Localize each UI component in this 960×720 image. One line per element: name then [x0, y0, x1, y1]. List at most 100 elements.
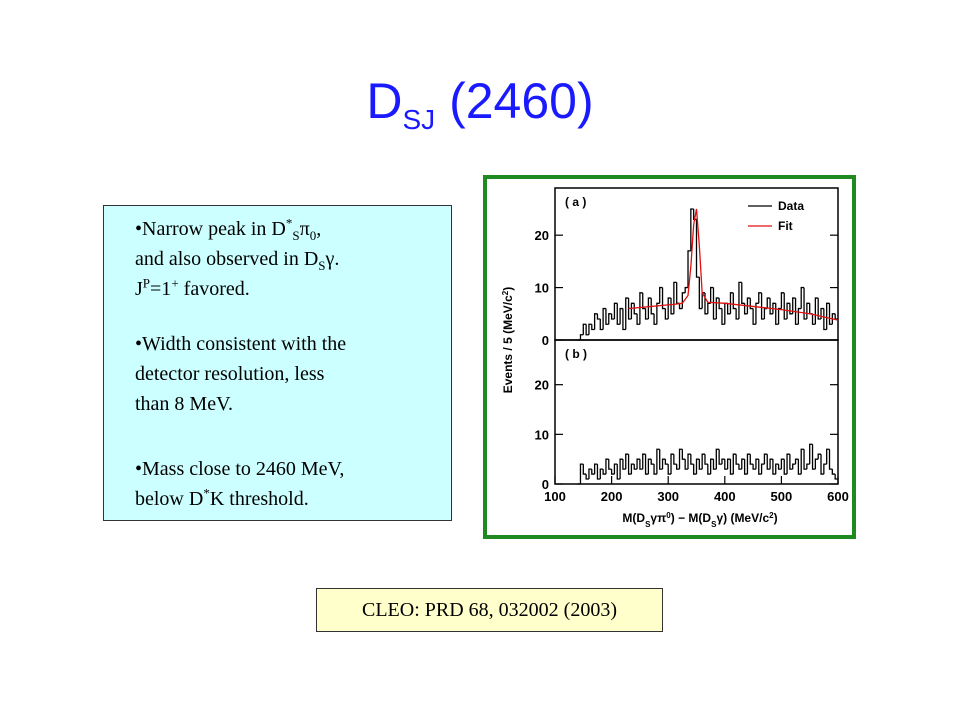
bullet-line: •Mass close to 2460 MeV,	[135, 454, 344, 484]
histogram-bin	[780, 458, 785, 470]
histogram-bin	[613, 302, 618, 320]
histogram-bin	[593, 313, 598, 330]
histogram-bin	[817, 453, 822, 460]
histogram-bin	[599, 319, 604, 331]
histogram-bin	[797, 307, 802, 325]
text-run: π	[299, 218, 310, 240]
histogram-bin	[775, 303, 779, 325]
histogram-bin	[820, 454, 824, 475]
histogram-bin	[698, 277, 703, 310]
histogram-bin	[732, 453, 737, 475]
text-run: J	[135, 278, 143, 300]
histogram-bin	[797, 459, 802, 475]
panel-label: ( b )	[565, 347, 587, 361]
histogram-bin	[681, 449, 686, 460]
histogram-bin	[687, 453, 691, 470]
histogram-bin	[633, 464, 638, 470]
histogram-bin	[613, 463, 618, 475]
histogram-bin	[718, 449, 722, 465]
histogram-bin	[659, 449, 663, 470]
x-tick-label: 100	[544, 489, 566, 504]
text-run: γ.	[325, 248, 340, 270]
histogram-bin	[794, 298, 799, 325]
histogram-bin	[789, 303, 793, 315]
histogram-bin	[721, 458, 725, 465]
histogram-bin	[591, 469, 595, 475]
histogram-bin	[729, 292, 734, 314]
histogram-bin	[834, 474, 838, 480]
histogram-bin	[608, 313, 612, 325]
histogram-bin	[752, 308, 756, 325]
text-run: P	[142, 275, 151, 291]
text-run: )	[774, 511, 778, 525]
histogram-bin	[625, 297, 629, 330]
histogram-bin	[823, 463, 827, 475]
histogram-bin	[715, 448, 720, 470]
histogram-bin	[630, 463, 635, 475]
histogram-bin	[644, 454, 649, 475]
panel-label: ( a )	[565, 195, 586, 209]
x-tick-label: 200	[601, 489, 623, 504]
histogram-bin	[704, 292, 708, 315]
histogram-bin	[814, 458, 819, 470]
histogram-bin	[712, 287, 717, 320]
bullet-line: •Width consistent with the	[135, 329, 346, 359]
x-axis-label: M(DSγπ0) − M(DSγ) (MeV/c2)	[622, 511, 777, 529]
histogram-bin	[653, 464, 657, 475]
histogram-bin	[823, 308, 827, 331]
x-tick-label: 600	[827, 489, 849, 504]
histogram-bin	[642, 453, 646, 470]
text-run: 0	[309, 228, 317, 243]
y-tick-label: 20	[535, 228, 549, 243]
histogram-bin	[684, 459, 689, 470]
histogram-bin	[746, 297, 751, 314]
histogram-bin	[698, 459, 703, 470]
text-run: γ) (MeV/c	[716, 511, 769, 525]
histogram-bin	[619, 307, 623, 325]
histogram-bin	[633, 303, 638, 315]
histogram-bin	[783, 459, 788, 475]
histogram-bin	[588, 468, 592, 480]
histogram-bin	[593, 463, 598, 475]
histogram-bin	[650, 298, 655, 315]
histogram-bin	[644, 308, 649, 320]
histogram-bin	[741, 458, 745, 470]
histogram-bin	[777, 307, 782, 325]
histogram-bin	[743, 459, 748, 475]
histogram-bin	[769, 458, 773, 470]
text-run: +	[171, 275, 179, 291]
histogram-bin	[707, 464, 711, 475]
histogram-bin	[792, 463, 796, 470]
histogram-bin	[783, 292, 788, 320]
plot-frame: 0 10 20( a ) Data Fit Events / 5 (MeV/c2) 0 10 2…	[483, 175, 856, 539]
histogram-bin	[627, 298, 632, 320]
text-run: D	[366, 73, 403, 129]
histogram-bin	[758, 459, 762, 475]
text-run: S	[711, 520, 717, 529]
histogram-bin	[667, 297, 672, 320]
panel-frame	[554, 339, 839, 485]
histogram-bin	[743, 303, 748, 315]
histogram-bin	[811, 444, 816, 470]
histogram-bin	[622, 459, 626, 470]
histogram-bin	[729, 459, 734, 475]
histogram-bin	[608, 459, 612, 470]
y-tick-label: 20	[535, 378, 549, 393]
text-run: •Mass close to 2460 MeV,	[135, 458, 345, 480]
histogram-bin	[738, 464, 742, 470]
text-run: detector resolution, less	[135, 363, 325, 385]
histogram-bin	[653, 313, 657, 325]
text-run: )	[501, 287, 515, 291]
histogram-bin	[678, 448, 683, 470]
histogram-bin	[707, 302, 711, 314]
histogram-bin	[732, 292, 737, 310]
histogram-bin	[766, 297, 771, 309]
histogram-bin	[619, 458, 623, 480]
histogram-bin	[789, 454, 793, 470]
bullet-line: •Narrow peak in D*Sπ0,	[135, 214, 339, 244]
histogram-bin	[676, 464, 680, 470]
histogram-bin	[664, 308, 669, 320]
histogram-bin	[622, 308, 626, 331]
text-run: K threshold.	[209, 488, 309, 510]
bullet-line: than 8 MeV.	[135, 389, 346, 419]
